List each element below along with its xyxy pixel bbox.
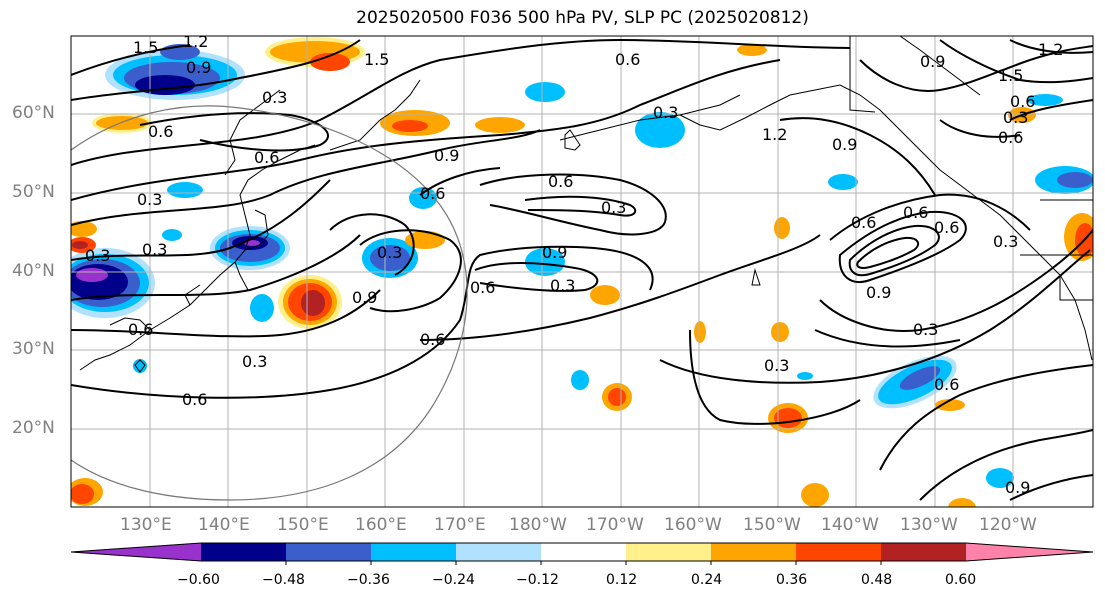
lat-label-20n: 20°N bbox=[12, 418, 55, 438]
contour-label: 0.3 bbox=[601, 198, 627, 217]
colorbar-bin bbox=[711, 543, 797, 561]
colorbar-bin bbox=[371, 543, 457, 561]
pv-shading bbox=[71, 37, 1093, 507]
contour-label: 0.3 bbox=[137, 190, 163, 209]
contour-label: 0.3 bbox=[142, 240, 168, 259]
contour-label: 0.3 bbox=[653, 103, 679, 122]
contour-label: 1.5 bbox=[998, 66, 1024, 85]
lon-label-160e: 160°E bbox=[355, 515, 407, 535]
contour-label: 0.6 bbox=[470, 278, 496, 297]
colorbar-extend-min bbox=[71, 543, 201, 561]
lon-label-140e: 140°E bbox=[198, 515, 250, 535]
contour-label: 0.6 bbox=[1010, 92, 1036, 111]
contour-label: 0.6 bbox=[420, 330, 446, 349]
contour-label: 0.9 bbox=[920, 52, 946, 71]
colorbar-bin bbox=[201, 543, 287, 561]
colorbar-tick-label: 0.12 bbox=[606, 572, 638, 588]
colorbar-tick-label: 0.36 bbox=[776, 572, 808, 588]
lat-label-60n: 60°N bbox=[12, 103, 55, 123]
contour-label: 0.9 bbox=[352, 288, 378, 307]
contour-label: 0.9 bbox=[1005, 478, 1031, 497]
coastlines bbox=[79, 36, 1093, 373]
contour-label: 0.6 bbox=[128, 320, 154, 339]
colorbar-bin bbox=[541, 543, 627, 561]
contour-label: 1.2 bbox=[183, 32, 209, 51]
contour-label: 0.6 bbox=[934, 218, 960, 237]
contour-label: 1.5 bbox=[364, 50, 390, 69]
contour-label: 1.2 bbox=[1038, 40, 1064, 59]
lon-label-170e: 170°E bbox=[434, 515, 486, 535]
contour-label: 0.6 bbox=[998, 128, 1024, 147]
map-title: 2025020500 F036 500 hPa PV, SLP PC (2025… bbox=[356, 8, 809, 28]
lat-label-40n: 40°N bbox=[12, 261, 55, 281]
colorbar bbox=[70, 542, 1094, 565]
colorbar-bin bbox=[881, 543, 967, 561]
contour-label: 0.3 bbox=[262, 88, 288, 107]
contour-label: 0.9 bbox=[832, 135, 858, 154]
lon-label-130e: 130°E bbox=[120, 515, 172, 535]
colorbar-tick-label: −0.12 bbox=[516, 572, 559, 588]
contour-label: 1.5 bbox=[133, 38, 159, 57]
contour-label: 0.9 bbox=[186, 58, 212, 77]
lon-label-120w: 120°W bbox=[979, 515, 1037, 535]
lon-label-150w: 150°W bbox=[743, 515, 801, 535]
colorbar-bin bbox=[456, 543, 542, 561]
contour-label: 0.9 bbox=[434, 146, 460, 165]
lat-label-30n: 30°N bbox=[12, 339, 55, 359]
colorbar-tick-label: 0.24 bbox=[691, 572, 723, 588]
lat-label-50n: 50°N bbox=[12, 182, 55, 202]
colorbar-extend-max bbox=[966, 543, 1093, 561]
colorbar-tick-label: −0.60 bbox=[177, 572, 220, 588]
lon-label-160w: 160°W bbox=[664, 515, 722, 535]
contour-label: 0.6 bbox=[420, 184, 446, 203]
colorbar-bin bbox=[286, 543, 372, 561]
contour-label: 0.3 bbox=[550, 276, 576, 295]
contour-label: 0.9 bbox=[542, 243, 568, 262]
colorbar-outline bbox=[70, 542, 1094, 562]
contour-label: 0.6 bbox=[934, 375, 960, 394]
contour-label: 1.2 bbox=[762, 125, 788, 144]
colorbar-bin bbox=[796, 543, 882, 561]
contour-label: 0.6 bbox=[148, 122, 174, 141]
lon-label-180w: 180°W bbox=[509, 515, 567, 535]
contour-label: 0.9 bbox=[866, 283, 892, 302]
contour-label: 0.3 bbox=[1003, 108, 1029, 127]
lon-label-150e: 150°E bbox=[277, 515, 329, 535]
lon-label-170w: 170°W bbox=[586, 515, 644, 535]
contour-label: 0.6 bbox=[182, 390, 208, 409]
contour-label: 0.3 bbox=[913, 320, 939, 339]
lon-label-140w: 140°W bbox=[821, 515, 879, 535]
colorbar-tick-label: −0.36 bbox=[347, 572, 390, 588]
colorbar-tick-label: −0.24 bbox=[432, 572, 475, 588]
colorbar-tick-label: −0.48 bbox=[262, 572, 305, 588]
contour-label: 0.3 bbox=[85, 246, 111, 265]
contour-label: 0.6 bbox=[851, 213, 877, 232]
contour-label: 0.6 bbox=[903, 203, 929, 222]
colorbar-tick-label: 0.60 bbox=[945, 572, 977, 588]
colorbar-bin bbox=[626, 543, 712, 561]
contour-label: 0.3 bbox=[993, 232, 1019, 251]
colorbar-tick-label: 0.48 bbox=[861, 572, 893, 588]
contour-label: 0.6 bbox=[254, 148, 280, 167]
lon-label-130w: 130°W bbox=[900, 515, 958, 535]
contour-label: 0.3 bbox=[377, 243, 403, 262]
contour-label: 0.6 bbox=[615, 50, 641, 69]
slp-contours bbox=[71, 38, 1093, 501]
map-frame bbox=[70, 35, 1094, 508]
contour-label: 0.6 bbox=[548, 172, 574, 191]
contour-label: 0.3 bbox=[764, 356, 790, 375]
domain-outline bbox=[71, 105, 468, 501]
contour-label: 0.3 bbox=[242, 352, 268, 371]
